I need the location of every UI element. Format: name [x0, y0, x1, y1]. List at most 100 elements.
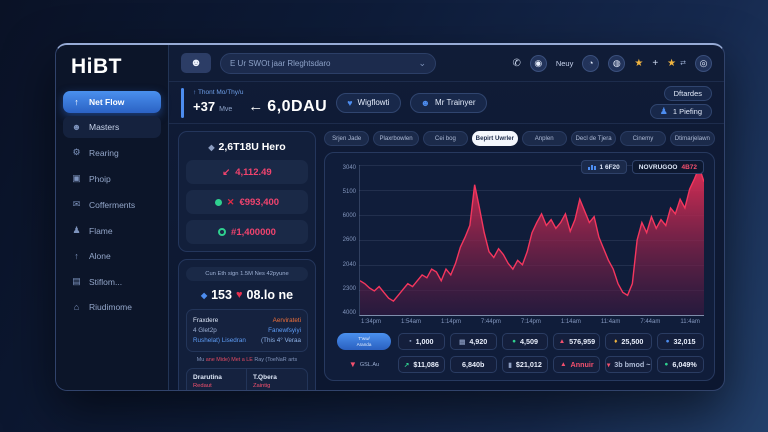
ticker-badge[interactable]: NOVRUGOO 4B72	[631, 160, 704, 174]
user-badge[interactable]: ☻	[181, 53, 211, 73]
chart-card: 1 6F20 NOVRUGOO 4B72 3040 5100 6000 2600	[324, 152, 715, 381]
dftardes-button[interactable]: Dftardes	[663, 86, 712, 101]
stat-value: 6,840b	[462, 360, 485, 369]
plot-row: 3040 5100 6000 2600 2040 2300 4000	[335, 165, 704, 316]
kv-value: Fanewfsyiyi	[268, 327, 301, 334]
chart-panel: Srjen Jade Plaxrbowlen Cei bog Bepirt Uw…	[324, 131, 715, 381]
alert-triangle-icon: ▲	[560, 361, 567, 368]
kv-list: Fraxdere Aervirateti 4 Glet2p Fanewfsyiy…	[186, 309, 308, 352]
piefing-button[interactable]: ♟ 1 Piefing	[649, 104, 712, 119]
stat-value: 4,509	[520, 337, 539, 346]
person-icon: ☻	[71, 122, 82, 132]
tab-plaxrbowlen[interactable]: Plaxrbowlen	[373, 131, 419, 146]
person-icon: ☻	[420, 97, 431, 108]
big-number: 153	[211, 288, 232, 302]
sidebar-item-label: Masters	[89, 122, 120, 132]
row-lead: T'ww/ Aranda	[335, 333, 393, 350]
tab-bepirt-uwrler[interactable]: Bepirt Uwrler	[472, 131, 518, 146]
tab-srjen-jade[interactable]: Srjen Jade	[324, 131, 370, 146]
metric-badge[interactable]: 1 6F20	[580, 160, 627, 174]
swap-arrows-icon: ⇄	[680, 60, 686, 67]
card-title-text: 2,6T18U Hero	[218, 141, 286, 153]
wigflowti-button[interactable]: ♥ Wigflowti	[336, 92, 401, 113]
search-input[interactable]: E Ur SWOt jaar Rleghtsdaro ⌄	[220, 52, 436, 74]
gold-diamond-icon: ♦	[614, 338, 618, 345]
card-title: ◆ 2,6T18U Hero	[186, 141, 308, 153]
sidebar-item-masters[interactable]: ☻ Masters	[63, 116, 161, 138]
area-chart[interactable]	[359, 165, 704, 316]
tab-anplen[interactable]: Anplen	[521, 131, 567, 146]
stat-chip: ▲ 576,959	[553, 333, 601, 350]
bar-chart-icon	[587, 164, 596, 170]
detail-card-header: Cun Eth sign 1.5M Nes 42pyune	[186, 267, 308, 281]
x-tick: 1:34pm	[361, 319, 382, 325]
stat-chip-alert: ▲ Annuir	[553, 356, 601, 373]
y-tick: 3040	[342, 165, 356, 171]
stat-chip: ● 4,509	[501, 333, 549, 350]
person-icon: ☻	[190, 57, 202, 69]
y-axis: 3040 5100 6000 2600 2040 2300 4000	[335, 165, 359, 316]
sidebar-item-label: Alone	[89, 251, 111, 261]
sidebar-item-alone[interactable]: ↑ Alone	[63, 245, 161, 267]
stat-value: 4,920	[469, 337, 488, 346]
chevron-down-icon: ▾	[607, 361, 611, 369]
star-icon[interactable]: ★	[667, 57, 677, 69]
x-tick: 1:54am	[400, 319, 421, 325]
y-tick: 2600	[342, 237, 356, 244]
accent-bar	[181, 87, 184, 118]
fineprint-part: ane Mide) Met a LE	[205, 357, 255, 363]
timeframe-button[interactable]: T'ww/ Aranda	[337, 333, 391, 350]
x-tick: 7:14pm	[520, 319, 541, 325]
top-bar: ☻ E Ur SWOt jaar Rleghtsdaro ⌄ ✆ ◉ Neuy …	[169, 45, 724, 82]
sidebar-item-riudimome[interactable]: ⌂ Riudimome	[63, 296, 161, 318]
monitor-icon: ▣	[72, 173, 81, 183]
tab-cei-bog[interactable]: Cei bog	[422, 131, 469, 146]
sidebar-item-phoip[interactable]: ▣ Phoip	[63, 167, 161, 190]
stat-chip: ▪ 1,000	[398, 333, 445, 350]
stat-dropdown[interactable]: ▾ 3b bmod ~	[605, 356, 653, 373]
app-logo: HiBT	[71, 55, 122, 78]
chart-svg	[360, 165, 704, 315]
chart-tabs: Srjen Jade Plaxrbowlen Cei bog Bepirt Uw…	[324, 131, 715, 146]
gear-icon: ⚙	[72, 147, 81, 157]
button-label: Dftardes	[673, 89, 702, 98]
avatar[interactable]: ◉	[529, 54, 547, 72]
stat-value: $11,086	[413, 360, 439, 369]
bar-icon: ▮	[508, 361, 512, 369]
trainer-button[interactable]: ☻ Mr Trainyer	[409, 92, 487, 113]
fineprint-part: Mu	[196, 357, 206, 363]
tab-dtimarjelawn[interactable]: Dtimarjelawn	[669, 131, 715, 146]
sidebar-item-flame[interactable]: ♟ Flame	[63, 219, 161, 242]
profile-icon[interactable]: ◎	[695, 54, 712, 72]
col-sub: Zaintig	[253, 383, 271, 389]
sidebar-item-cofferments[interactable]: ✉ Cofferments	[63, 193, 161, 216]
user-tool-icon: ♟	[72, 225, 81, 235]
headset-avatar-icon[interactable]: ◔	[582, 54, 600, 72]
tab-cinemy[interactable]: Cinemy	[620, 131, 666, 146]
sidebar-item-rearing[interactable]: ⚙ Rearing	[63, 141, 161, 164]
x-tick: 7:44pm	[480, 319, 501, 325]
y-tick: 6000	[342, 213, 356, 220]
stat-value: 3b bmod ~	[614, 360, 651, 369]
sidebar-item-net-flow[interactable]: ↑ Net Flow	[63, 91, 161, 113]
cloud-avatar-icon[interactable]: ◍	[608, 54, 626, 72]
fineprint-part: Ray (ToeNaR arts	[254, 357, 298, 363]
plus-icon[interactable]: +	[652, 57, 659, 69]
green-dot-icon: ●	[512, 338, 517, 345]
sub-header: ↑ Thont Mo/Thy/u +37 Mve ← 6,0DAU ♥ Wigf…	[169, 82, 724, 124]
podium-icon: ♟	[659, 106, 668, 116]
star-icon[interactable]: ★	[634, 57, 644, 69]
sidebar-item-stiflom[interactable]: ▤ Stiflom...	[63, 270, 161, 293]
chevron-down-icon: ⌄	[418, 57, 426, 68]
detail-card: Cun Eth sign 1.5M Nes 42pyune ◆ 153 ♥ 08…	[178, 259, 316, 390]
tab-decl-de-tjera[interactable]: Decl de Tjera	[570, 131, 617, 146]
lead-line: T'ww/	[358, 335, 370, 341]
stat-chip: ♦ 25,500	[605, 333, 653, 350]
x-tick: 11:4am	[600, 319, 621, 325]
col-sub: Redaut	[193, 383, 212, 389]
stat-value: 4,112.49	[235, 166, 272, 178]
down-left-arrow-icon: ↙	[222, 166, 231, 178]
stat-row-volume: ✕ €993,400	[186, 190, 308, 214]
stats-row-1: T'ww/ Aranda ▪ 1,000 ▤ 4,920	[335, 333, 704, 350]
phone-icon[interactable]: ✆	[512, 57, 521, 69]
